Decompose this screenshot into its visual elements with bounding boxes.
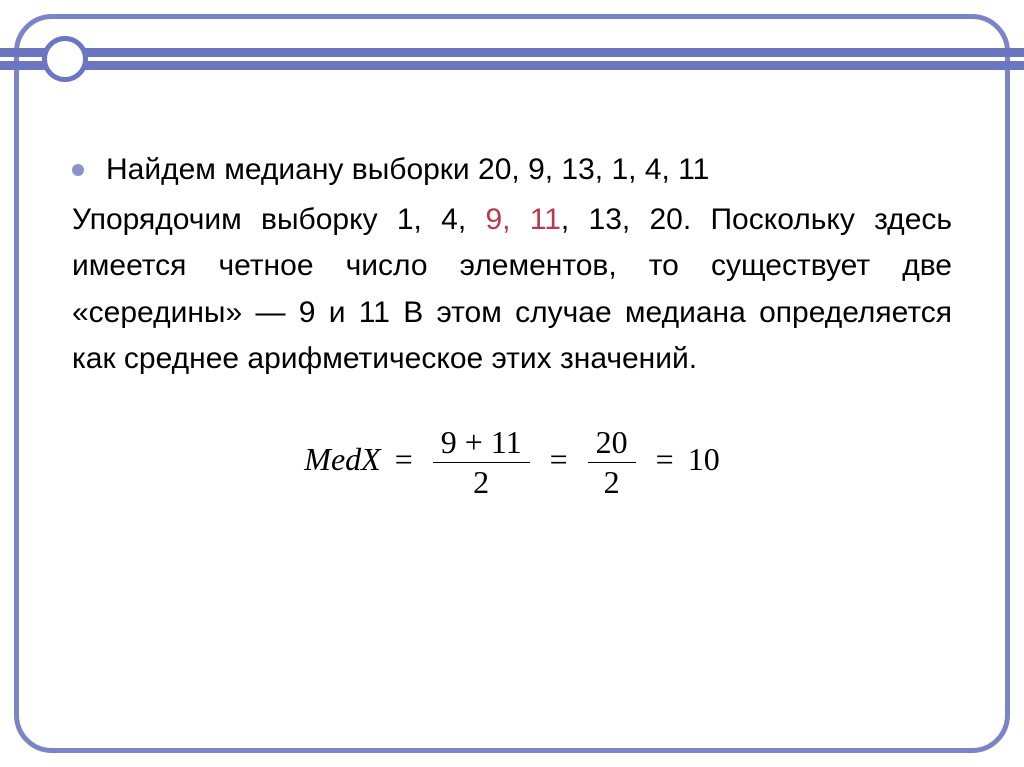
header-line-lower [0, 61, 1024, 70]
fraction-2: 20 2 [588, 425, 636, 500]
header-line-upper [0, 48, 1024, 57]
fraction-1-den: 2 [433, 463, 530, 500]
equals-icon: = [550, 441, 568, 477]
paragraph-highlight: 9, 11 [485, 203, 560, 236]
formula-label: MedX [304, 441, 380, 477]
fraction-2-num: 20 [588, 425, 636, 463]
header-decor [0, 48, 1024, 88]
slide-content: Найдем медиану выборки 20, 9, 13, 1, 4, … [72, 150, 952, 500]
equals-icon: = [656, 441, 674, 477]
formula-result: 10 [688, 441, 720, 477]
fraction-2-den: 2 [588, 463, 636, 500]
formula: MedX = 9 + 11 2 = 20 2 = 10 [72, 425, 952, 500]
bullet-dot-icon [72, 164, 84, 176]
paragraph-prefix: Упорядочим выборку 1, 4, [72, 203, 485, 236]
fraction-1: 9 + 11 2 [433, 425, 530, 500]
header-knob [42, 36, 88, 82]
fraction-1-num: 9 + 11 [433, 425, 530, 463]
bullet-item: Найдем медиану выборки 20, 9, 13, 1, 4, … [72, 150, 952, 191]
paragraph: Упорядочим выборку 1, 4, 9, 11, 13, 20. … [72, 197, 952, 383]
equals-icon: = [395, 441, 413, 477]
bullet-text: Найдем медиану выборки 20, 9, 13, 1, 4, … [106, 150, 709, 191]
